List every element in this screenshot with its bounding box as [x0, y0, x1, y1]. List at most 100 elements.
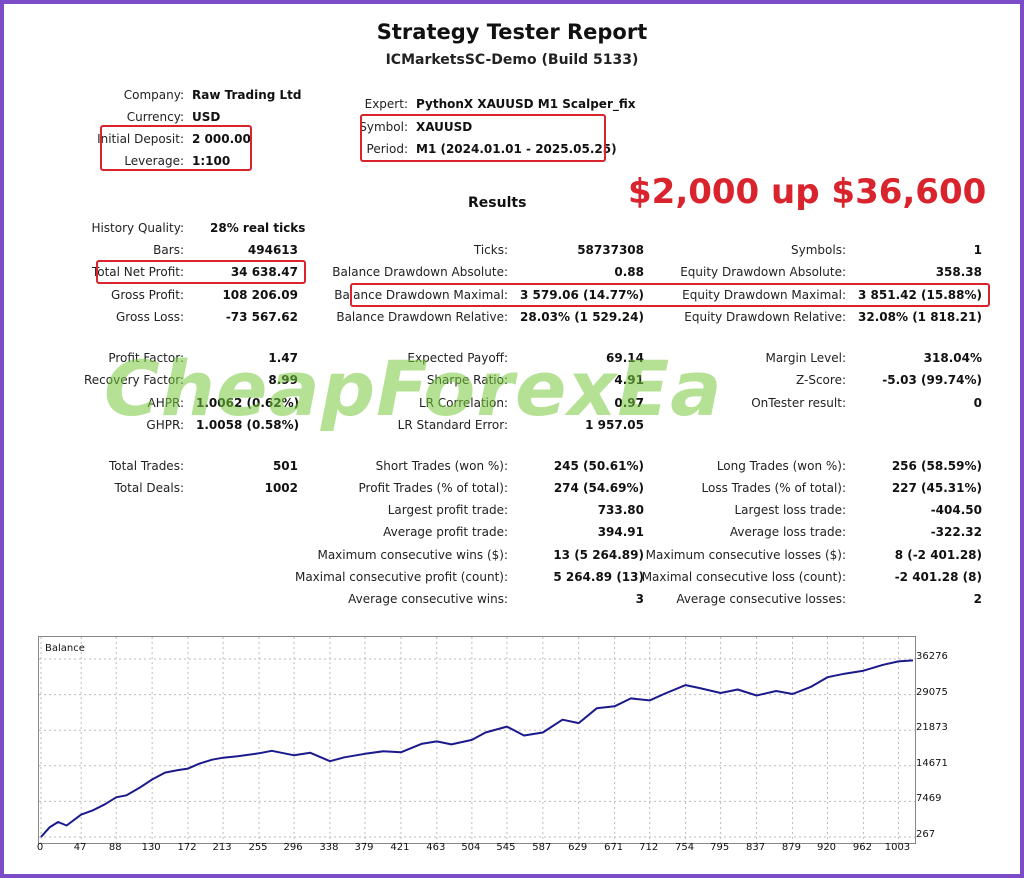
- stat-label: Profit Factor:: [108, 351, 184, 365]
- y-tick-label: 36276: [916, 651, 948, 662]
- stat-label: Z-Score:: [796, 373, 846, 387]
- leverage-value: 1:100: [192, 154, 231, 168]
- stat-label: Maximal consecutive loss (count):: [641, 570, 846, 584]
- stat-label: Average consecutive wins:: [348, 592, 508, 606]
- stat-value: 8.99: [268, 373, 298, 387]
- stat-label: Gross Profit:: [111, 288, 184, 302]
- balance-chart: Balance: [38, 636, 916, 844]
- expert-label: Expert:: [364, 97, 408, 111]
- initial-deposit-value: 2 000.00: [192, 132, 251, 146]
- stat-label: AHPR:: [147, 396, 184, 410]
- stat-label: Largest loss trade:: [734, 503, 846, 517]
- stat-value: 394.91: [597, 525, 644, 539]
- stat-value: -2 401.28 (8): [894, 570, 982, 584]
- x-tick-label: 712: [639, 842, 659, 853]
- stat-value: 494613: [247, 243, 298, 257]
- x-tick-label: 795: [710, 842, 730, 853]
- stat-label: Balance Drawdown Maximal:: [334, 288, 508, 302]
- x-tick-label: 338: [319, 842, 339, 853]
- x-tick-label: 296: [283, 842, 303, 853]
- stat-value: 501: [272, 459, 298, 473]
- x-tick-label: 421: [390, 842, 410, 853]
- stat-label: Largest profit trade:: [387, 503, 508, 517]
- y-tick-label: 267: [916, 829, 936, 840]
- stat-value: -404.50: [930, 503, 982, 517]
- history-quality-value: 28% real ticks: [210, 221, 306, 235]
- x-tick-label: 130: [141, 842, 161, 853]
- stat-value: 227 (45.31%): [891, 481, 982, 495]
- deposit-highlight-box: [100, 125, 252, 171]
- stat-label: Balance Drawdown Relative:: [336, 310, 508, 324]
- stat-label: Profit Trades (% of total):: [358, 481, 508, 495]
- results-heading: Results: [468, 195, 527, 211]
- x-tick-label: 463: [426, 842, 446, 853]
- watermark-logo: CheapForexEa: [104, 344, 723, 433]
- stat-label: Expected Payoff:: [407, 351, 508, 365]
- symbol-value: XAUUSD: [416, 120, 473, 134]
- stat-value: 3 579.06 (14.77%): [520, 288, 644, 302]
- stat-label: Average profit trade:: [383, 525, 508, 539]
- y-tick-label: 21873: [916, 722, 948, 734]
- x-tick-label: 172: [177, 842, 197, 853]
- x-tick-label: 379: [354, 842, 374, 853]
- stat-label: Maximum consecutive wins ($):: [317, 548, 508, 562]
- x-tick-label: 920: [816, 842, 837, 853]
- symbol-label: Symbol:: [359, 120, 408, 134]
- stat-label: Bars:: [153, 243, 184, 257]
- stat-value: -322.32: [930, 525, 982, 539]
- stat-value: 0.97: [614, 396, 644, 410]
- balance-chart-svg: Balance: [39, 637, 915, 843]
- stat-label: Sharpe Ratio:: [426, 373, 508, 387]
- stat-value: 32.08% (1 818.21): [858, 310, 982, 324]
- balance-line: [40, 659, 914, 838]
- stat-value: 256 (58.59%): [891, 459, 982, 473]
- x-tick-label: 47: [73, 842, 87, 853]
- symbol-period-highlight-box: [360, 114, 606, 162]
- y-tick-label: 29075: [916, 686, 948, 698]
- drawdown-highlight-box: [350, 283, 990, 307]
- stat-label: Loss Trades (% of total):: [701, 481, 847, 495]
- period-label: Period:: [366, 142, 408, 156]
- stat-label: Total Trades:: [109, 459, 184, 473]
- x-tick-label: 255: [248, 842, 268, 853]
- stat-value: 5 264.89 (13): [553, 570, 644, 584]
- company-value: Raw Trading Ltd: [192, 88, 302, 102]
- x-tick-label: 962: [852, 842, 872, 853]
- x-tick-label: 629: [568, 842, 588, 853]
- x-tick-label: 1003: [884, 842, 911, 853]
- x-tick-label: 504: [461, 842, 481, 853]
- stat-value: 0: [973, 396, 982, 410]
- x-tick-label: 213: [212, 842, 232, 853]
- stat-value: 245 (50.61%): [553, 459, 644, 473]
- leverage-label: Leverage:: [124, 154, 184, 168]
- report-title: Strategy Tester Report: [376, 20, 648, 44]
- headline-profit: $2,000 up $36,600: [628, 172, 987, 212]
- x-tick-label: 754: [675, 842, 695, 853]
- currency-label: Currency:: [126, 110, 184, 124]
- y-tick-label: 7469: [916, 793, 942, 805]
- stat-label: Balance Drawdown Absolute:: [332, 265, 508, 279]
- chart-title: Balance: [45, 643, 85, 654]
- stat-label: Maximum consecutive losses ($):: [645, 548, 846, 562]
- stat-label: Margin Level:: [765, 351, 846, 365]
- stat-value: 733.80: [597, 503, 644, 517]
- stat-label: Equity Drawdown Maximal:: [682, 288, 846, 302]
- stat-label: Total Deals:: [114, 481, 184, 495]
- net-profit-highlight-box: [96, 260, 306, 284]
- stat-value: 69.14: [606, 351, 644, 365]
- stat-value: -5.03 (99.74%): [882, 373, 982, 387]
- stat-label: LR Standard Error:: [397, 418, 508, 432]
- stat-label: Equity Drawdown Relative:: [684, 310, 846, 324]
- stat-label: Average consecutive losses:: [676, 592, 846, 606]
- history-quality-label: History Quality:: [91, 221, 184, 235]
- stat-value: 1.47: [268, 351, 298, 365]
- stat-value: 1.0062 (0.62%): [196, 396, 300, 410]
- currency-value: USD: [192, 110, 221, 124]
- y-tick-label: 14671: [916, 757, 948, 769]
- stat-value: 1002: [264, 481, 298, 495]
- stat-value: 4.91: [614, 373, 644, 387]
- x-tick-label: 88: [108, 842, 122, 853]
- stat-label: Average loss trade:: [729, 525, 846, 539]
- x-tick-label: 587: [532, 842, 552, 853]
- report-page: Strategy Tester Report ICMarketsSC-Demo …: [4, 4, 1020, 874]
